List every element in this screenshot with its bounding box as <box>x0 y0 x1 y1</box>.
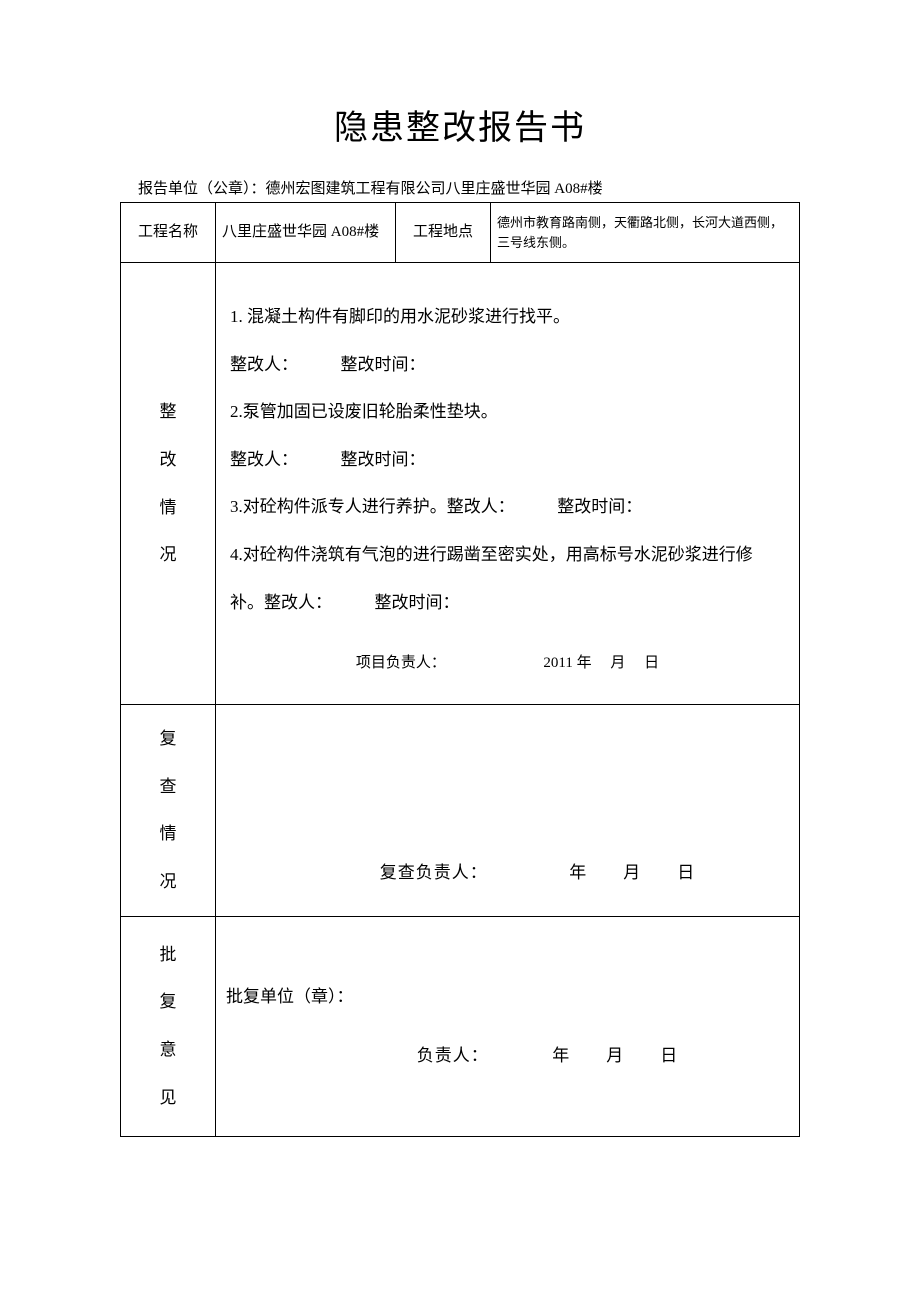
project-name-label: 工程名称 <box>121 203 216 263</box>
review-section-label-text: 复 查 情 况 <box>127 715 209 905</box>
rectify-item-3: 3.对砼构件派专人进行养护。整改人： 整改时间： <box>230 483 785 531</box>
review-body: 复查负责人： 年 月 日 <box>216 705 800 916</box>
report-unit-value: 德州宏图建筑工程有限公司八里庄盛世华园 A08#楼 <box>266 181 603 197</box>
review-sign-line: 复查负责人： 年 月 日 <box>226 860 789 886</box>
report-unit-label: 报告单位（公章）： <box>138 181 266 197</box>
project-loc-value: 德州市教育路南侧，天衢路北侧，长河大道西侧，三号线东侧。 <box>491 203 800 263</box>
review-section-label: 复 查 情 况 <box>121 705 216 916</box>
rectify-owner-line: 项目负责人： 2011 年 月 日 <box>230 626 785 684</box>
rectify-item-1-sign: 整改人： 整改时间： <box>230 341 785 389</box>
reply-body: 批复单位（章）： 负责人： 年 月 日 <box>216 916 800 1136</box>
reply-section-label-text: 批 复 意 见 <box>127 931 209 1121</box>
report-unit-line: 报告单位（公章）：德州宏图建筑工程有限公司八里庄盛世华园 A08#楼 <box>120 177 800 198</box>
review-row: 复 查 情 况 复查负责人： 年 月 日 <box>121 705 800 916</box>
rectify-row: 整 改 情 况 1. 混凝土构件有脚印的用水泥砂浆进行找平。 整改人： 整改时间… <box>121 263 800 705</box>
doc-title: 隐患整改报告书 <box>120 100 800 149</box>
rectify-item-4: 4.对砼构件浇筑有气泡的进行踢凿至密实处，用高标号水泥砂浆进行修补。整改人： 整… <box>230 531 785 626</box>
rectify-item-2-sign: 整改人： 整改时间： <box>230 436 785 484</box>
rectify-owner-label: 项目负责人： <box>356 655 446 671</box>
report-table: 工程名称 八里庄盛世华园 A08#楼 工程地点 德州市教育路南侧，天衢路北侧，长… <box>120 202 800 1137</box>
reply-sign-line: 负责人： 年 月 日 <box>226 1026 789 1086</box>
rectify-owner-date: 2011 年 月 日 <box>543 655 659 671</box>
rectify-item-2: 2.泵管加固已设废旧轮胎柔性垫块。 <box>230 388 785 436</box>
rectify-section-label: 整 改 情 况 <box>121 263 216 705</box>
project-loc-label: 工程地点 <box>396 203 491 263</box>
rectify-section-label-text: 整 改 情 况 <box>127 388 209 578</box>
reply-row: 批 复 意 见 批复单位（章）： 负责人： 年 月 日 <box>121 916 800 1136</box>
reply-unit-line: 批复单位（章）： <box>226 967 789 1027</box>
header-row: 工程名称 八里庄盛世华园 A08#楼 工程地点 德州市教育路南侧，天衢路北侧，长… <box>121 203 800 263</box>
rectify-item-1: 1. 混凝土构件有脚印的用水泥砂浆进行找平。 <box>230 293 785 341</box>
rectify-body: 1. 混凝土构件有脚印的用水泥砂浆进行找平。 整改人： 整改时间： 2.泵管加固… <box>216 263 800 705</box>
project-name-value: 八里庄盛世华园 A08#楼 <box>216 203 396 263</box>
reply-section-label: 批 复 意 见 <box>121 916 216 1136</box>
